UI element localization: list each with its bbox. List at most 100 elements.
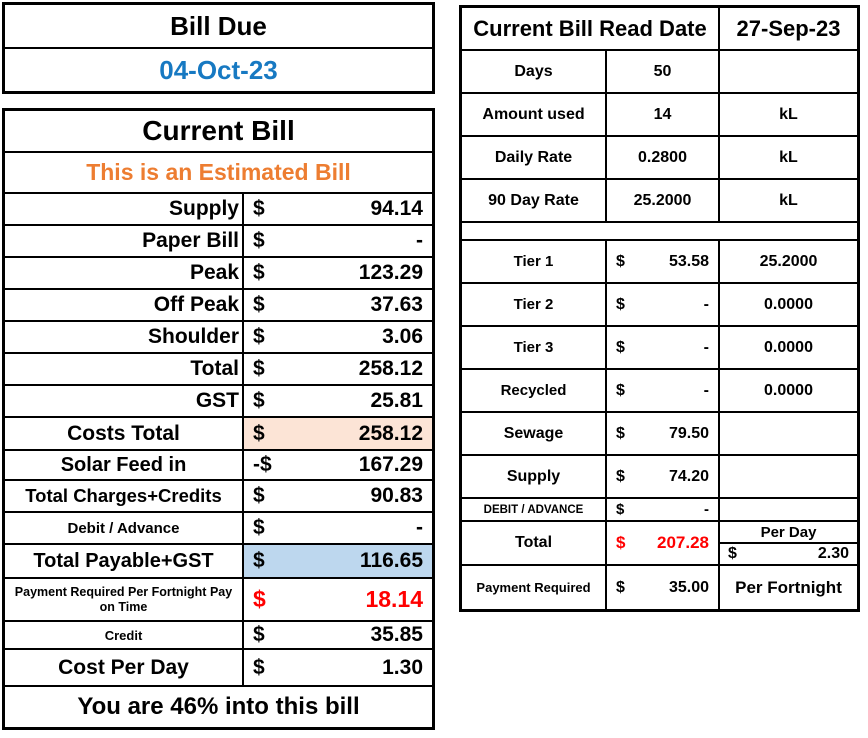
days-value-cell[interactable]: 50	[607, 51, 720, 92]
solar-feed-in-label-cell[interactable]: Solar Feed in	[5, 451, 244, 479]
daily-rate-label-cell[interactable]: Daily Rate	[462, 137, 607, 178]
peak-value-cell[interactable]: $ 123.29	[244, 258, 432, 288]
tier-3-amount-cell[interactable]: $ -	[607, 327, 720, 368]
sewage-label-cell[interactable]: Sewage	[462, 413, 607, 454]
amount: 18.14	[365, 586, 423, 612]
amount: 35.00	[668, 578, 709, 596]
gst-label-cell[interactable]: GST	[5, 386, 244, 416]
total-payable-gst-value-cell[interactable]: $ 116.65	[244, 545, 432, 577]
row-tier-2: Tier 2 $ - 0.0000	[462, 282, 857, 325]
right-total-amount-cell[interactable]: $ 207.28	[607, 522, 720, 564]
tier-1-label-cell[interactable]: Tier 1	[462, 241, 607, 282]
row-debit-advance-right: DEBIT / ADVANCE $ -	[462, 497, 857, 520]
tier-3-rate-cell[interactable]: 0.0000	[764, 338, 813, 356]
recycled-amount-cell[interactable]: $ -	[607, 370, 720, 411]
ninety-day-rate-value-cell[interactable]: 25.2000	[607, 180, 720, 221]
row-costs-total: Costs Total $ 258.12	[5, 416, 432, 449]
water-supply-label-cell[interactable]: Supply	[462, 456, 607, 497]
current-bill-title-row: Current Bill	[5, 111, 432, 151]
cost-per-day-label-cell[interactable]: Cost Per Day	[5, 650, 244, 685]
per-day-value-cell[interactable]: $ 2.30	[720, 544, 857, 564]
ninety-day-rate-label-cell[interactable]: 90 Day Rate	[462, 180, 607, 221]
debit-advance-right-label-cell[interactable]: DEBIT / ADVANCE	[462, 499, 607, 520]
currency-symbol: $	[616, 295, 625, 313]
amount-used-unit-cell[interactable]: kL	[779, 105, 798, 123]
read-date-value-cell[interactable]: 27-Sep-23	[736, 15, 841, 41]
total-value-cell[interactable]: $ 258.12	[244, 354, 432, 384]
sewage-amount-cell[interactable]: $ 79.50	[607, 413, 720, 454]
row-peak: Peak $ 123.29	[5, 256, 432, 288]
currency-symbol: $	[616, 338, 625, 356]
tier-1-amount-cell[interactable]: $ 53.58	[607, 241, 720, 282]
cost-per-day-value-cell[interactable]: $ 1.30	[244, 650, 432, 685]
payment-required-fortnight-value-cell[interactable]: $ 18.14	[244, 579, 432, 620]
sewage-rate-cell[interactable]	[720, 413, 857, 454]
payment-required-label-cell[interactable]: Payment Required	[462, 566, 607, 609]
off-peak-label-cell[interactable]: Off Peak	[5, 290, 244, 320]
tier-2-rate-cell[interactable]: 0.0000	[764, 295, 813, 313]
per-day-label[interactable]: Per Day	[720, 522, 857, 544]
amount-used-label-cell[interactable]: Amount used	[462, 94, 607, 135]
estimated-bill-cell[interactable]: This is an Estimated Bill	[86, 159, 351, 185]
paper-bill-value-cell[interactable]: $ -	[244, 226, 432, 256]
amount: 53.58	[668, 252, 709, 270]
row-payment-required-fortnight: Payment Required Per Fortnight Pay on Ti…	[5, 577, 432, 620]
total-payable-gst-label-cell[interactable]: Total Payable+GST	[5, 545, 244, 577]
read-date-header-cell[interactable]: Current Bill Read Date	[462, 8, 720, 49]
water-supply-amount-cell[interactable]: $ 74.20	[607, 456, 720, 497]
supply-value-cell[interactable]: $ 94.14	[244, 194, 432, 224]
bill-due-title-cell[interactable]: Bill Due	[170, 10, 267, 41]
shoulder-value-cell[interactable]: $ 3.06	[244, 322, 432, 352]
payment-required-unit-cell[interactable]: Per Fortnight	[735, 577, 842, 597]
amount: 35.85	[370, 623, 423, 646]
tier-3-label-cell[interactable]: Tier 3	[462, 327, 607, 368]
amount: 167.29	[358, 453, 423, 476]
debit-advance-right-rate-cell[interactable]	[720, 499, 857, 520]
days-unit-cell[interactable]	[720, 51, 857, 92]
bill-due-date-cell[interactable]: 04-Oct-23	[159, 54, 278, 85]
tier-1-rate-cell[interactable]: 25.2000	[759, 252, 818, 270]
payment-required-fortnight-label-cell[interactable]: Payment Required Per Fortnight Pay on Ti…	[5, 579, 244, 620]
peak-label-cell[interactable]: Peak	[5, 258, 244, 288]
row-90-day-rate: 90 Day Rate 25.2000 kL	[462, 178, 857, 221]
paper-bill-label-cell[interactable]: Paper Bill	[5, 226, 244, 256]
currency-symbol: $	[616, 252, 625, 270]
total-charges-credits-value-cell[interactable]: $ 90.83	[244, 481, 432, 511]
debit-advance-value-cell[interactable]: $ -	[244, 513, 432, 543]
credit-label-cell[interactable]: Credit	[5, 622, 244, 648]
total-label-cell[interactable]: Total	[5, 354, 244, 384]
days-label-cell[interactable]: Days	[462, 51, 607, 92]
read-date-table: Current Bill Read Date 27-Sep-23 Days 50…	[459, 5, 860, 612]
total-charges-credits-label-cell[interactable]: Total Charges+Credits	[5, 481, 244, 511]
shoulder-label-cell[interactable]: Shoulder	[5, 322, 244, 352]
amount-used-value-cell[interactable]: 14	[607, 94, 720, 135]
water-supply-rate-cell[interactable]	[720, 456, 857, 497]
ninety-day-rate-unit-cell[interactable]: kL	[779, 191, 798, 209]
daily-rate-unit-cell[interactable]: kL	[779, 148, 798, 166]
amount: 123.29	[358, 261, 423, 284]
tier-2-amount-cell[interactable]: $ -	[607, 284, 720, 325]
row-total: Total $ 258.12	[5, 352, 432, 384]
payment-required-amount-cell[interactable]: $ 35.00	[607, 566, 720, 609]
costs-total-label-cell[interactable]: Costs Total	[5, 418, 244, 449]
bill-progress-cell[interactable]: You are 46% into this bill	[77, 693, 360, 720]
supply-label-cell[interactable]: Supply	[5, 194, 244, 224]
tier-2-label-cell[interactable]: Tier 2	[462, 284, 607, 325]
spacer-cell[interactable]	[462, 223, 857, 239]
amount: 3.06	[382, 325, 423, 348]
per-day-cell: Per Day $ 2.30	[720, 522, 857, 564]
right-total-label-cell[interactable]: Total	[462, 522, 607, 564]
daily-rate-value-cell[interactable]: 0.2800	[607, 137, 720, 178]
costs-total-value-cell[interactable]: $ 258.12	[244, 418, 432, 449]
gst-value-cell[interactable]: $ 25.81	[244, 386, 432, 416]
row-total-charges-credits: Total Charges+Credits $ 90.83	[5, 479, 432, 511]
debit-advance-right-amount-cell[interactable]: $ -	[607, 499, 720, 520]
credit-value-cell[interactable]: $ 35.85	[244, 622, 432, 648]
debit-advance-label-cell[interactable]: Debit / Advance	[5, 513, 244, 543]
recycled-label-cell[interactable]: Recycled	[462, 370, 607, 411]
amount: 25.81	[370, 389, 423, 412]
off-peak-value-cell[interactable]: $ 37.63	[244, 290, 432, 320]
solar-feed-in-value-cell[interactable]: -$ 167.29	[244, 451, 432, 479]
recycled-rate-cell[interactable]: 0.0000	[764, 381, 813, 399]
current-bill-title-cell[interactable]: Current Bill	[142, 115, 295, 146]
